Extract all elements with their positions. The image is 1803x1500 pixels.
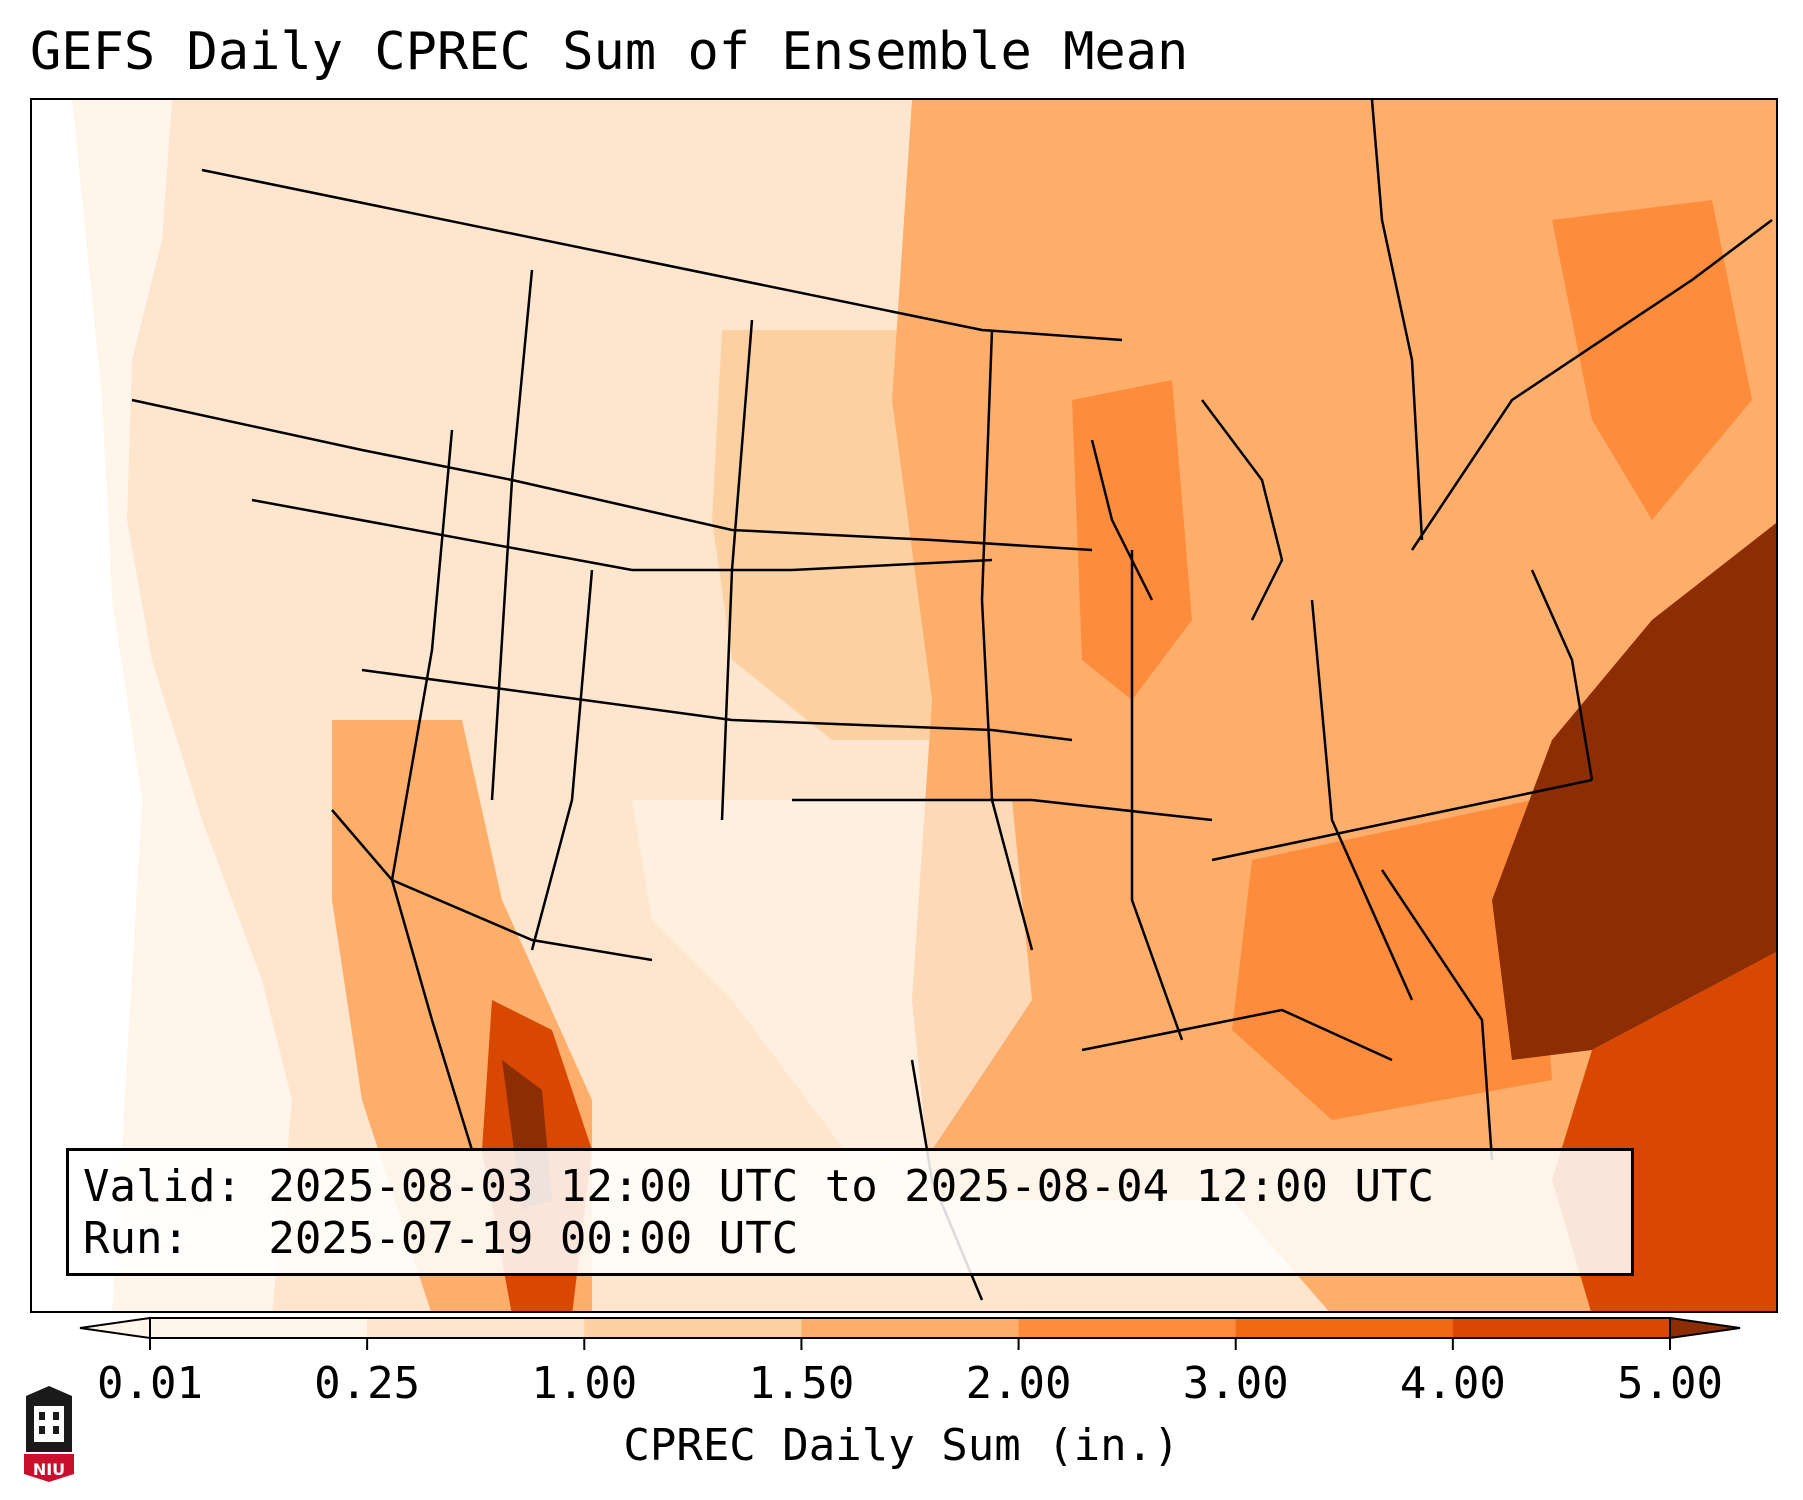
logo-text: NIU bbox=[32, 1460, 66, 1479]
colorbar-tick-label: 2.00 bbox=[965, 1358, 1072, 1409]
colorbar-segment bbox=[1018, 1318, 1237, 1338]
map-canvas bbox=[32, 100, 1776, 1311]
colorbar-tick-label: 4.00 bbox=[1399, 1358, 1506, 1409]
colorbar-tick-label: 1.50 bbox=[748, 1358, 855, 1409]
colorbar-outline bbox=[149, 1317, 1671, 1339]
valid-time-text: Valid: 2025-08-03 12:00 UTC to 2025-08-0… bbox=[83, 1161, 1435, 1212]
map-background bbox=[32, 100, 1776, 1311]
colorbar-tick-label: 1.00 bbox=[531, 1358, 638, 1409]
colorbar-segment bbox=[367, 1318, 585, 1338]
colorbar-segment bbox=[584, 1318, 802, 1338]
state-boundaries bbox=[131, 100, 1773, 1301]
colorbar-segment bbox=[1235, 1318, 1454, 1338]
colorbar-extend-low bbox=[79, 1316, 151, 1340]
run-time-text: Run: 2025-07-19 00:00 UTC bbox=[83, 1213, 799, 1264]
precipitation-map bbox=[30, 98, 1778, 1313]
colorbar-tick-label: 0.25 bbox=[314, 1358, 421, 1409]
colorbar-segment bbox=[1452, 1318, 1671, 1338]
colorbar-label: CPREC Daily Sum (in.) bbox=[623, 1420, 1180, 1471]
colorbar-tick-label: 0.01 bbox=[97, 1358, 203, 1409]
colorbar-extend-high bbox=[1669, 1316, 1741, 1340]
colorbar bbox=[79, 1316, 1741, 1350]
chart-title: GEFS Daily CPREC Sum of Ensemble Mean bbox=[30, 22, 1189, 82]
niu-logo-icon bbox=[24, 1386, 74, 1482]
colorbar-tick-label: 5.00 bbox=[1617, 1358, 1723, 1409]
colorbar-segment bbox=[801, 1318, 1020, 1338]
colorbar-tick-label: 3.00 bbox=[1182, 1358, 1289, 1409]
colorbar-segment bbox=[150, 1318, 368, 1338]
valid-run-info-box: Valid: 2025-08-03 12:00 UTC to 2025-08-0… bbox=[66, 1148, 1634, 1276]
